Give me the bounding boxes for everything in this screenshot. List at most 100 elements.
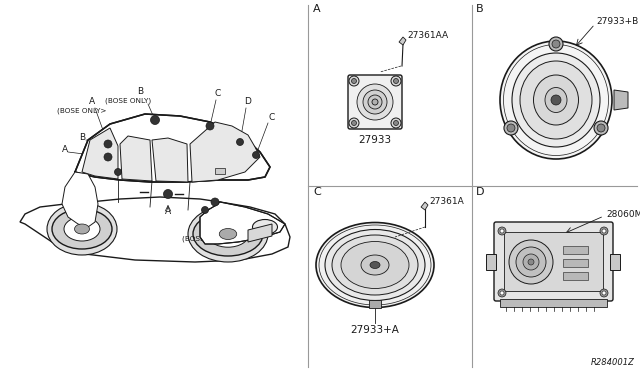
Circle shape <box>150 115 159 125</box>
Ellipse shape <box>207 221 249 247</box>
Text: (BOSE ONLY>: (BOSE ONLY> <box>57 107 107 113</box>
Ellipse shape <box>188 206 268 262</box>
Circle shape <box>372 99 378 105</box>
Text: C: C <box>313 187 321 197</box>
Ellipse shape <box>534 75 579 125</box>
Ellipse shape <box>341 241 409 289</box>
Circle shape <box>597 124 605 132</box>
Ellipse shape <box>47 203 117 255</box>
FancyBboxPatch shape <box>494 222 613 301</box>
Ellipse shape <box>504 121 518 135</box>
Text: A: A <box>313 4 321 14</box>
Text: B: B <box>137 87 143 96</box>
Circle shape <box>363 90 387 114</box>
Ellipse shape <box>253 219 278 234</box>
Text: (BOSE ONLY): (BOSE ONLY) <box>182 235 228 241</box>
Circle shape <box>357 84 393 120</box>
Circle shape <box>600 289 608 297</box>
Bar <box>504 232 603 291</box>
Ellipse shape <box>516 247 546 277</box>
Ellipse shape <box>52 209 112 249</box>
Ellipse shape <box>523 254 539 270</box>
Polygon shape <box>421 202 428 210</box>
Polygon shape <box>75 114 270 182</box>
Bar <box>563 272 588 280</box>
Ellipse shape <box>64 217 100 241</box>
Ellipse shape <box>325 230 425 301</box>
Circle shape <box>115 169 122 176</box>
Circle shape <box>498 227 506 235</box>
Text: A: A <box>165 207 171 216</box>
Circle shape <box>349 76 359 86</box>
Ellipse shape <box>316 222 434 308</box>
Polygon shape <box>20 197 290 262</box>
Circle shape <box>163 189 173 199</box>
Polygon shape <box>399 37 406 45</box>
Text: C: C <box>215 89 221 98</box>
Circle shape <box>211 198 219 206</box>
Ellipse shape <box>370 262 380 269</box>
Bar <box>369 300 381 308</box>
Circle shape <box>104 153 112 161</box>
Text: 27361A: 27361A <box>429 196 464 205</box>
Ellipse shape <box>220 228 237 240</box>
Ellipse shape <box>332 235 418 295</box>
Text: C: C <box>269 113 275 122</box>
Ellipse shape <box>74 224 90 234</box>
Polygon shape <box>614 90 628 110</box>
Circle shape <box>602 229 606 233</box>
Polygon shape <box>120 136 152 181</box>
Polygon shape <box>62 172 98 227</box>
Text: A: A <box>89 97 95 106</box>
FancyBboxPatch shape <box>348 75 402 129</box>
Text: (BOSE ONLY): (BOSE ONLY) <box>105 97 151 103</box>
Circle shape <box>351 78 356 83</box>
Polygon shape <box>190 122 260 182</box>
Circle shape <box>202 206 209 214</box>
Text: D: D <box>244 97 252 106</box>
Ellipse shape <box>361 255 389 275</box>
Circle shape <box>104 140 112 148</box>
Bar <box>215 168 225 174</box>
Text: 28060M: 28060M <box>606 210 640 219</box>
Ellipse shape <box>520 61 592 139</box>
Circle shape <box>500 229 504 233</box>
Polygon shape <box>200 202 285 244</box>
Bar <box>563 259 588 267</box>
Text: B: B <box>207 225 213 234</box>
Text: 27361AA: 27361AA <box>407 32 448 41</box>
Ellipse shape <box>594 121 608 135</box>
Bar <box>563 246 588 254</box>
Text: R284001Z: R284001Z <box>591 358 635 367</box>
Circle shape <box>507 124 515 132</box>
Circle shape <box>394 78 399 83</box>
Circle shape <box>498 289 506 297</box>
Ellipse shape <box>512 53 600 147</box>
Text: B: B <box>476 4 484 14</box>
Text: B: B <box>79 133 85 142</box>
Circle shape <box>391 76 401 86</box>
Ellipse shape <box>193 212 263 256</box>
Ellipse shape <box>549 37 563 51</box>
Circle shape <box>237 138 243 145</box>
Circle shape <box>349 118 359 128</box>
Ellipse shape <box>545 87 567 112</box>
Polygon shape <box>248 224 272 242</box>
Bar <box>486 254 496 270</box>
Text: 27933+A: 27933+A <box>351 325 399 335</box>
Circle shape <box>602 291 606 295</box>
Ellipse shape <box>500 41 612 159</box>
Ellipse shape <box>509 240 553 284</box>
Circle shape <box>253 151 259 158</box>
Bar <box>500 299 607 307</box>
Circle shape <box>394 121 399 125</box>
Polygon shape <box>152 138 188 182</box>
Polygon shape <box>82 128 118 179</box>
Text: D: D <box>476 187 484 197</box>
Text: 27933+B: 27933+B <box>596 17 638 26</box>
Circle shape <box>551 95 561 105</box>
Circle shape <box>391 118 401 128</box>
Circle shape <box>500 291 504 295</box>
Circle shape <box>600 227 608 235</box>
Ellipse shape <box>528 259 534 265</box>
